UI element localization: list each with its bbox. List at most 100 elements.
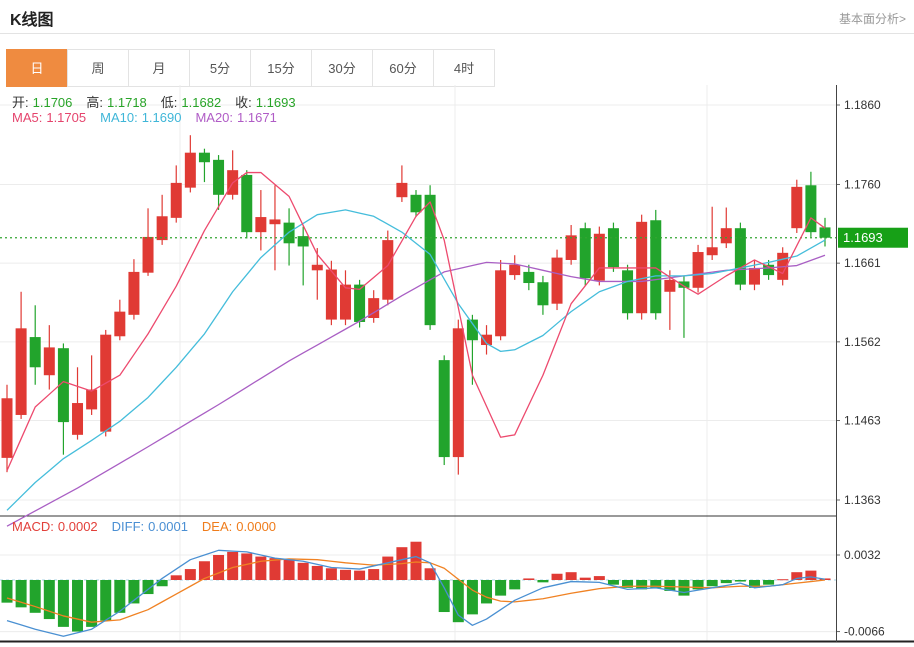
tab-5min[interactable]: 5分 (189, 49, 251, 87)
candle[interactable] (495, 270, 507, 337)
macd-bar[interactable] (269, 558, 281, 580)
macd-bar[interactable] (382, 556, 394, 580)
candle[interactable] (579, 228, 591, 279)
macd-bar[interactable] (255, 556, 267, 580)
macd-bar[interactable] (763, 580, 775, 585)
candle[interactable] (452, 328, 464, 458)
candle[interactable] (537, 282, 549, 306)
macd-bar[interactable] (170, 575, 182, 580)
macd-bar[interactable] (622, 580, 634, 588)
candle[interactable] (396, 182, 408, 198)
tab-month[interactable]: 月 (128, 49, 190, 87)
candle[interactable] (57, 348, 69, 423)
candle[interactable] (311, 264, 323, 271)
candle[interactable] (128, 271, 140, 315)
macd-bar[interactable] (593, 576, 605, 580)
macd-bar[interactable] (57, 580, 69, 627)
candle[interactable] (156, 216, 168, 241)
macd-bar[interactable] (452, 580, 464, 623)
macd-bar[interactable] (748, 580, 760, 588)
macd-bar[interactable] (72, 580, 84, 632)
macd-bar[interactable] (565, 572, 577, 580)
kline-chart-canvas[interactable]: 1.1860 1.1760 1.1661 1.1562 1.1463 1.1363 0.00… (0, 85, 914, 647)
macd-bar[interactable] (734, 580, 746, 582)
candle[interactable] (424, 194, 436, 326)
tab-60min[interactable]: 60分 (372, 49, 434, 87)
candle[interactable] (325, 269, 337, 320)
macd-bar[interactable] (325, 568, 337, 580)
macd-bar[interactable] (551, 573, 563, 580)
candle[interactable] (438, 360, 450, 458)
macd-bar[interactable] (156, 580, 168, 587)
macd-bar[interactable] (184, 569, 196, 580)
candle[interactable] (819, 227, 831, 238)
macd-bar[interactable] (29, 580, 41, 613)
candle[interactable] (170, 182, 182, 218)
candle[interactable] (805, 185, 817, 233)
macd-bar[interactable] (86, 580, 98, 627)
candle[interactable] (241, 174, 253, 233)
candle[interactable] (706, 247, 718, 256)
macd-bar[interactable] (100, 580, 112, 621)
macd-bar[interactable] (297, 562, 309, 580)
macd-bar[interactable] (650, 580, 662, 588)
candle[interactable] (184, 152, 196, 188)
tab-day[interactable]: 日 (6, 49, 68, 87)
candle[interactable] (72, 403, 84, 435)
macd-bar[interactable] (438, 580, 450, 613)
macd-bar[interactable] (664, 580, 676, 591)
macd-bar[interactable] (579, 577, 591, 580)
candle[interactable] (593, 233, 605, 281)
candle[interactable] (763, 264, 775, 276)
macd-bar[interactable] (495, 580, 507, 596)
macd-bar[interactable] (15, 580, 27, 608)
macd-bar[interactable] (114, 580, 126, 613)
candle[interactable] (523, 271, 535, 284)
candle[interactable] (269, 219, 281, 225)
macd-bar[interactable] (1, 580, 13, 603)
fundamental-analysis-link[interactable]: 基本面分析> (838, 12, 906, 26)
tab-30min[interactable]: 30分 (311, 49, 373, 87)
candle[interactable] (354, 284, 366, 322)
macd-bar[interactable] (227, 551, 239, 580)
macd-bar[interactable] (339, 569, 351, 580)
candle[interactable] (255, 217, 267, 233)
candle[interactable] (368, 298, 380, 318)
candle[interactable] (410, 194, 422, 213)
macd-bar[interactable] (213, 555, 225, 580)
candle[interactable] (466, 319, 478, 341)
macd-bar[interactable] (241, 553, 253, 580)
macd-bar[interactable] (791, 572, 803, 580)
macd-bar[interactable] (678, 580, 690, 596)
candle[interactable] (198, 152, 210, 163)
macd-bar[interactable] (354, 570, 366, 580)
macd-bar[interactable] (43, 580, 55, 620)
candle[interactable] (622, 270, 634, 314)
macd-bar[interactable] (777, 579, 789, 581)
macd-bar[interactable] (368, 569, 380, 580)
candle[interactable] (664, 279, 676, 292)
candle[interactable] (692, 252, 704, 288)
macd-bar[interactable] (198, 561, 210, 580)
candle[interactable] (213, 159, 225, 195)
macd-bar[interactable] (466, 580, 478, 615)
macd-bar[interactable] (283, 559, 295, 580)
macd-bar[interactable] (311, 565, 323, 580)
candle[interactable] (678, 281, 690, 288)
macd-bar[interactable] (509, 580, 521, 590)
candle[interactable] (509, 264, 521, 276)
macd-bar[interactable] (410, 541, 422, 580)
candle[interactable] (734, 228, 746, 285)
macd-bar[interactable] (636, 580, 648, 590)
macd-bar[interactable] (720, 580, 732, 584)
candle[interactable] (297, 236, 309, 247)
candle[interactable] (650, 220, 662, 314)
candle[interactable] (565, 235, 577, 260)
macd-bar[interactable] (481, 580, 493, 604)
macd-bar[interactable] (692, 580, 704, 590)
candle[interactable] (15, 328, 27, 415)
candle[interactable] (791, 186, 803, 229)
tab-4hour[interactable]: 4时 (433, 49, 495, 87)
candle[interactable] (86, 389, 98, 410)
macd-bar[interactable] (537, 580, 549, 583)
